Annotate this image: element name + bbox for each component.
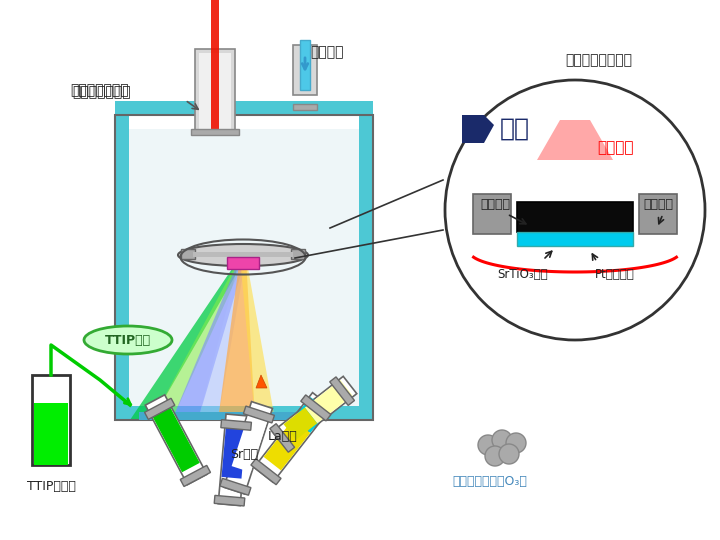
Polygon shape bbox=[145, 399, 175, 420]
Polygon shape bbox=[284, 408, 317, 440]
Circle shape bbox=[506, 433, 526, 453]
Polygon shape bbox=[198, 257, 246, 420]
Polygon shape bbox=[145, 395, 207, 484]
Polygon shape bbox=[240, 257, 275, 420]
Polygon shape bbox=[215, 495, 245, 506]
Polygon shape bbox=[254, 393, 331, 482]
Text: カーボン: カーボン bbox=[480, 199, 510, 212]
Polygon shape bbox=[180, 465, 210, 487]
Polygon shape bbox=[221, 420, 251, 430]
Polygon shape bbox=[537, 120, 613, 160]
Bar bbox=[300, 40, 310, 90]
Polygon shape bbox=[218, 414, 248, 505]
Circle shape bbox=[485, 446, 505, 466]
Polygon shape bbox=[264, 420, 310, 470]
Text: 半導体レーザー: 半導体レーザー bbox=[72, 85, 130, 99]
Polygon shape bbox=[232, 415, 267, 472]
Polygon shape bbox=[130, 257, 246, 420]
Ellipse shape bbox=[84, 326, 172, 354]
Polygon shape bbox=[172, 257, 246, 420]
Bar bbox=[473, 194, 511, 234]
Text: レーザー: レーザー bbox=[597, 140, 634, 156]
Text: Ptワイヤー: Ptワイヤー bbox=[595, 268, 635, 281]
Bar bbox=[115, 406, 373, 420]
Bar bbox=[639, 194, 677, 234]
Bar bbox=[193, 252, 293, 257]
Text: ピュアオゾン（O₃）: ピュアオゾン（O₃） bbox=[453, 475, 528, 488]
Bar bbox=[34, 403, 68, 465]
Bar bbox=[129, 129, 359, 406]
Bar bbox=[139, 412, 314, 420]
Text: レーザー加熱機構: レーザー加熱機構 bbox=[565, 53, 632, 67]
Bar bbox=[293, 104, 317, 110]
Circle shape bbox=[445, 80, 705, 340]
Bar bbox=[211, 0, 219, 130]
Polygon shape bbox=[224, 402, 272, 494]
Text: Sr金属: Sr金属 bbox=[230, 448, 258, 461]
Bar bbox=[517, 232, 633, 246]
Bar bbox=[293, 45, 317, 95]
Bar bbox=[115, 115, 373, 420]
Ellipse shape bbox=[178, 244, 308, 266]
Polygon shape bbox=[218, 257, 255, 420]
Polygon shape bbox=[150, 403, 199, 472]
Bar bbox=[32, 375, 70, 465]
Bar bbox=[115, 101, 373, 115]
Bar bbox=[195, 49, 235, 133]
Bar bbox=[517, 202, 633, 232]
Bar bbox=[181, 249, 195, 259]
Text: SrTiO₃基板: SrTiO₃基板 bbox=[497, 268, 548, 281]
Bar bbox=[359, 115, 373, 420]
Polygon shape bbox=[293, 397, 328, 433]
Circle shape bbox=[478, 435, 498, 455]
Polygon shape bbox=[305, 380, 353, 423]
Text: La金属: La金属 bbox=[268, 430, 298, 443]
Polygon shape bbox=[272, 376, 357, 449]
Text: 供給: 供給 bbox=[500, 117, 530, 141]
Polygon shape bbox=[152, 257, 246, 420]
Polygon shape bbox=[330, 377, 354, 406]
Bar bbox=[227, 257, 259, 269]
Bar bbox=[199, 53, 231, 130]
Text: 液体窒素: 液体窒素 bbox=[310, 45, 343, 59]
Text: 半導体レーザー: 半導体レーザー bbox=[70, 83, 129, 97]
Polygon shape bbox=[222, 428, 246, 478]
Text: ホルダー: ホルダー bbox=[643, 199, 673, 212]
Polygon shape bbox=[301, 395, 331, 421]
Bar bbox=[191, 129, 239, 135]
Text: TTIPボトル: TTIPボトル bbox=[27, 480, 76, 493]
Circle shape bbox=[499, 444, 519, 464]
Polygon shape bbox=[220, 478, 251, 495]
Polygon shape bbox=[243, 406, 274, 423]
Bar bbox=[291, 249, 305, 259]
Polygon shape bbox=[270, 424, 294, 452]
Text: TTIPガス: TTIPガス bbox=[105, 334, 151, 347]
Bar bbox=[115, 115, 129, 420]
Polygon shape bbox=[251, 458, 281, 485]
Circle shape bbox=[492, 430, 512, 450]
Polygon shape bbox=[256, 375, 267, 388]
Polygon shape bbox=[462, 115, 494, 143]
